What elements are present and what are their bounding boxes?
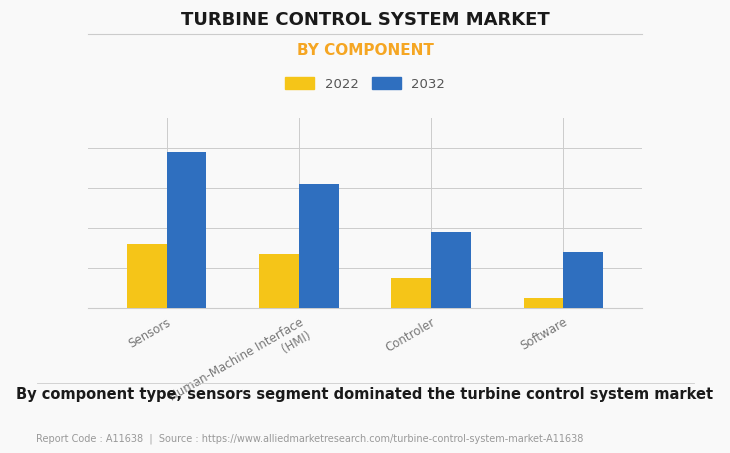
Text: TURBINE CONTROL SYSTEM MARKET: TURBINE CONTROL SYSTEM MARKET — [180, 11, 550, 29]
Text: BY COMPONENT: BY COMPONENT — [296, 43, 434, 58]
Bar — [563, 252, 603, 308]
Legend: 2022, 2032: 2022, 2032 — [285, 77, 445, 91]
Bar — [127, 244, 167, 308]
Bar — [523, 298, 563, 308]
Bar — [391, 278, 431, 308]
Bar — [259, 254, 299, 308]
Bar — [167, 152, 207, 308]
Bar — [299, 184, 339, 308]
Bar — [431, 232, 471, 308]
Text: Report Code : A11638  |  Source : https://www.alliedmarketresearch.com/turbine-c: Report Code : A11638 | Source : https://… — [36, 434, 584, 444]
Text: By component type, sensors segment dominated the turbine control system market: By component type, sensors segment domin… — [17, 387, 713, 402]
